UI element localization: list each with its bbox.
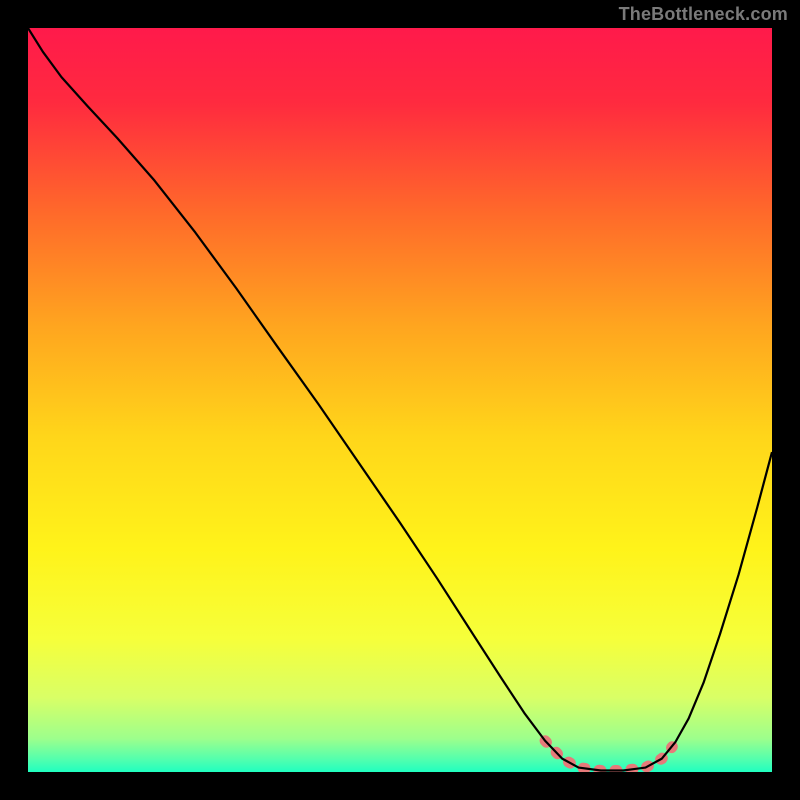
main-curve (28, 28, 772, 771)
attribution-text: TheBottleneck.com (619, 4, 788, 25)
chart-container: TheBottleneck.com (0, 0, 800, 800)
plot-area (28, 28, 772, 772)
highlight-segment (545, 741, 672, 771)
curve-layer (28, 28, 772, 772)
